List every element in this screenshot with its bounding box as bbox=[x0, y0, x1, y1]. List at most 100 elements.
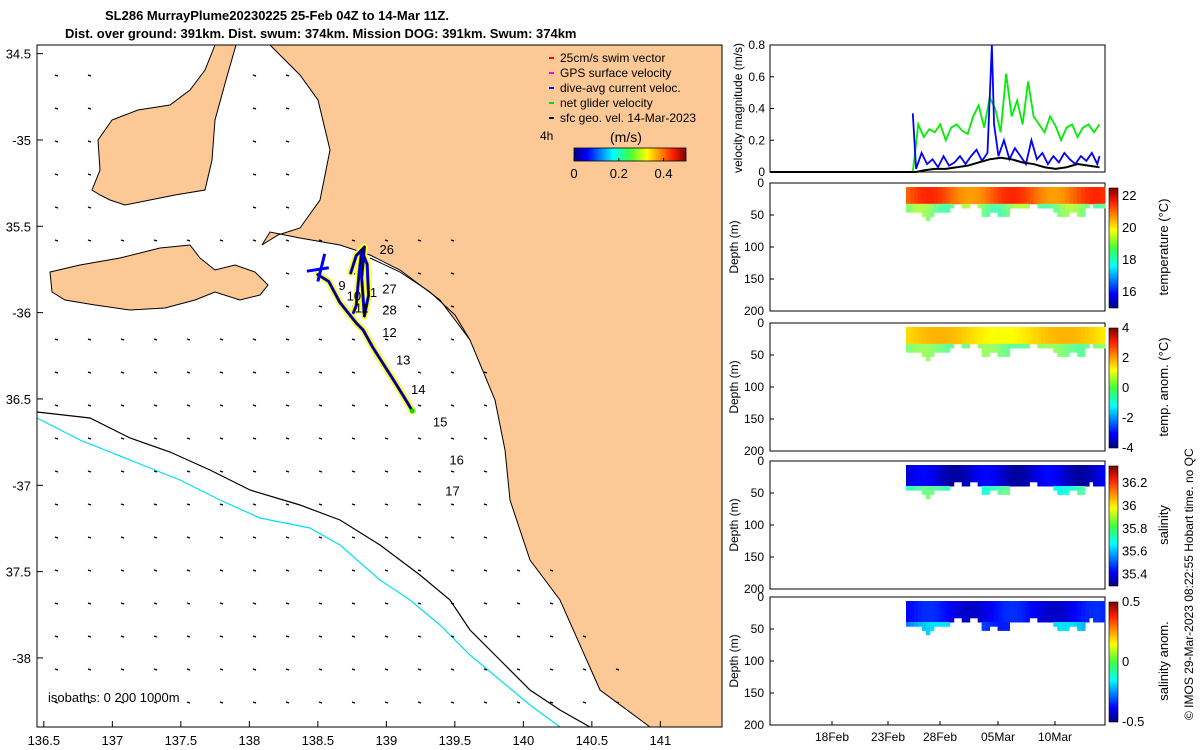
legend-entry: sfc geo. vel. 14-Mar-2023 bbox=[560, 111, 696, 125]
depth-tick-label: 150 bbox=[744, 686, 764, 700]
heat-cell bbox=[906, 187, 911, 192]
heat-cell bbox=[1013, 465, 1018, 470]
heat-cell bbox=[921, 191, 927, 196]
velocity-arrow bbox=[450, 503, 455, 506]
colorbar-tick-label: 0 bbox=[1122, 380, 1129, 395]
heat-cell bbox=[1085, 331, 1090, 336]
heat-cell bbox=[1013, 199, 1018, 205]
heat-cell bbox=[906, 469, 911, 474]
heat-cell bbox=[945, 469, 951, 474]
heat-cell bbox=[997, 601, 1003, 606]
heat-cell bbox=[1093, 199, 1098, 205]
heat-cell bbox=[945, 335, 951, 341]
heat-cell bbox=[961, 331, 967, 336]
heat-cell bbox=[1025, 343, 1030, 349]
heat-cell bbox=[969, 195, 975, 201]
heat-cell bbox=[1005, 477, 1010, 483]
heat-cell bbox=[1077, 331, 1082, 336]
heat-cell bbox=[1101, 477, 1106, 483]
heat-cell bbox=[1001, 622, 1006, 627]
heat-cell bbox=[1057, 477, 1062, 483]
velocity-arrow bbox=[285, 173, 290, 176]
velocity-arrow bbox=[318, 635, 323, 638]
heat-cell bbox=[913, 481, 919, 487]
velocity-arrow bbox=[153, 602, 158, 605]
heat-cell bbox=[1101, 327, 1106, 332]
heat-cell bbox=[909, 617, 915, 623]
velocity-arrow bbox=[417, 503, 422, 506]
heat-cell bbox=[925, 343, 931, 349]
velocity-arrow bbox=[483, 437, 488, 440]
velocity-arrow bbox=[483, 536, 488, 539]
heat-cell bbox=[1085, 203, 1090, 209]
heat-cell bbox=[961, 613, 967, 619]
heat-cell bbox=[977, 327, 983, 332]
heat-cell bbox=[909, 609, 915, 615]
heat-cell bbox=[925, 605, 931, 610]
heat-cell bbox=[1077, 203, 1082, 209]
heat-cell bbox=[929, 613, 935, 619]
colorbar-label: salinity bbox=[1156, 505, 1171, 545]
velocity-arrow bbox=[384, 503, 389, 506]
heat-cell bbox=[1077, 477, 1082, 483]
heat-cell bbox=[985, 343, 991, 349]
heat-cell bbox=[1013, 481, 1018, 487]
heat-cell bbox=[1081, 609, 1086, 615]
heat-cell bbox=[913, 477, 919, 483]
heat-cell bbox=[1037, 191, 1042, 196]
heat-cell bbox=[1001, 208, 1006, 213]
colorbar-tick-label: 0 bbox=[570, 166, 577, 181]
heat-cell bbox=[941, 327, 947, 332]
heat-cell bbox=[933, 327, 939, 332]
heat-cell bbox=[917, 195, 923, 201]
velocity-arrow bbox=[450, 338, 455, 341]
heat-cell bbox=[941, 469, 947, 474]
heat-cell bbox=[981, 335, 987, 341]
heat-cell bbox=[1045, 617, 1050, 623]
heat-cell bbox=[909, 199, 915, 205]
heat-cell bbox=[945, 208, 951, 213]
heat-cell bbox=[949, 191, 955, 196]
depth-tick-label: 150 bbox=[744, 550, 764, 564]
heat-cell bbox=[1065, 203, 1070, 209]
heat-cell bbox=[945, 348, 951, 353]
heat-cell bbox=[1085, 605, 1090, 610]
heat-cell bbox=[1081, 601, 1086, 606]
heat-cell bbox=[1085, 481, 1090, 487]
heat-cell bbox=[1053, 465, 1058, 470]
heat-cell bbox=[941, 613, 947, 619]
heat-cell bbox=[1021, 191, 1026, 196]
heat-cell bbox=[1029, 187, 1034, 192]
heat-cell bbox=[913, 609, 919, 615]
velocity-arrow bbox=[450, 701, 455, 704]
velocity-arrow bbox=[154, 735, 157, 736]
heat-cell bbox=[1081, 212, 1086, 217]
velocity-arrow bbox=[252, 173, 257, 176]
velocity-arrow bbox=[318, 437, 323, 440]
colorbar-tick-label: 16 bbox=[1122, 284, 1136, 299]
heat-cell bbox=[921, 609, 927, 615]
heat-cell bbox=[965, 613, 971, 619]
heat-cell bbox=[977, 477, 983, 483]
colorbar-tick-label: 0.4 bbox=[655, 166, 673, 181]
heat-cell bbox=[1093, 609, 1098, 615]
heat-cell bbox=[917, 481, 923, 487]
heat-cell bbox=[1001, 477, 1006, 483]
heat-cell bbox=[1073, 617, 1078, 623]
x-tick-label: 141 bbox=[649, 733, 671, 748]
heat-cell bbox=[1077, 601, 1082, 606]
heat-cell bbox=[985, 601, 991, 606]
heat-cell bbox=[1053, 195, 1058, 201]
heat-cell bbox=[1089, 327, 1094, 332]
heat-cell bbox=[937, 481, 943, 487]
heat-cell bbox=[985, 335, 991, 341]
heat-cell bbox=[1001, 465, 1006, 470]
heat-cell bbox=[997, 195, 1003, 201]
isobath-1000 bbox=[37, 417, 561, 727]
heat-cell bbox=[906, 331, 911, 336]
isobath-200 bbox=[37, 411, 591, 727]
velocity-arrow bbox=[87, 470, 92, 473]
heat-cell bbox=[1005, 609, 1010, 615]
heat-cell bbox=[965, 339, 971, 345]
